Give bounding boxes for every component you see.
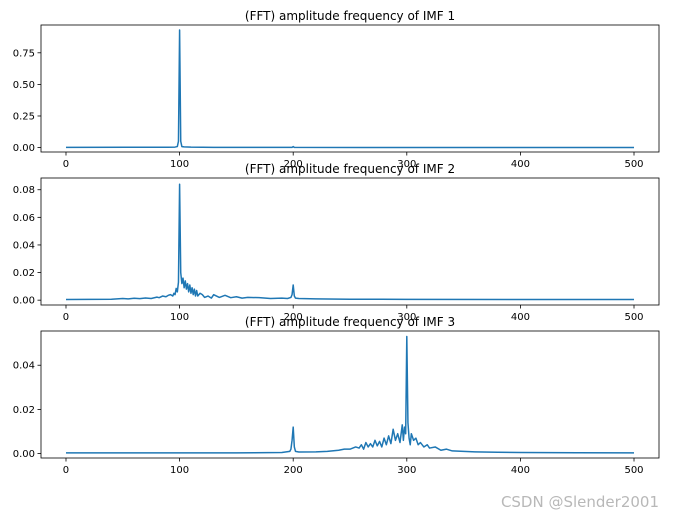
y-tick-label: 0.02 — [13, 405, 35, 416]
axes-frame — [40, 177, 660, 306]
y-tick-label: 0.08 — [13, 185, 35, 196]
subplot-imf-2: 0 100 200 300 400 500 0.00 0.02 0.04 0.06 0.08 (FFT… — [13, 162, 660, 323]
axes-frame — [40, 24, 660, 153]
x-tick-label: 0 — [63, 159, 69, 170]
x-tick-label: 200 — [284, 312, 303, 323]
y-tick-label: 0.02 — [13, 268, 35, 279]
subplot-imf-1: 0 100 200 300 400 500 0.00 0.25 0.50 0.75 (FFT) am… — [13, 9, 660, 170]
x-tick-label: 400 — [511, 159, 530, 170]
y-tick-label: 0.25 — [13, 111, 35, 122]
x-tick-label: 100 — [170, 159, 189, 170]
y-tick-label: 0.06 — [13, 213, 35, 224]
y-tick-label: 0.04 — [13, 240, 35, 251]
chart-title: (FFT) amplitude frequency of IMF 2 — [245, 162, 455, 176]
x-tick-label: 200 — [284, 159, 303, 170]
x-tick-label: 0 — [63, 312, 69, 323]
y-tick-label: 0.04 — [13, 361, 35, 372]
x-tick-label: 0 — [63, 465, 69, 476]
x-tick-label: 400 — [511, 465, 530, 476]
x-tick-label: 300 — [397, 159, 416, 170]
y-tick-label: 0.50 — [13, 80, 35, 91]
subplot-imf-3: 0 100 200 300 400 500 0.00 0.02 0.04 (FFT) amplit… — [13, 315, 660, 476]
chart-title: (FFT) amplitude frequency of IMF 3 — [245, 315, 455, 329]
x-tick-label: 200 — [284, 465, 303, 476]
x-tick-label: 500 — [624, 159, 643, 170]
x-tick-label: 300 — [397, 312, 416, 323]
x-tick-label: 300 — [397, 465, 416, 476]
x-tick-label: 500 — [624, 312, 643, 323]
chart-title: (FFT) amplitude frequency of IMF 1 — [245, 9, 455, 23]
y-tick-label: 0.00 — [13, 449, 35, 460]
y-tick-label: 0.75 — [13, 48, 35, 59]
x-tick-label: 400 — [511, 312, 530, 323]
axes-frame — [40, 330, 660, 459]
x-tick-label: 100 — [170, 465, 189, 476]
series-line-1 — [65, 183, 635, 301]
watermark-text: CSDN @Slender2001 — [500, 493, 659, 511]
y-tick-label: 0.00 — [13, 296, 35, 307]
x-tick-label: 100 — [170, 312, 189, 323]
y-tick-label: 0.00 — [13, 143, 35, 154]
series-line-1 — [65, 335, 635, 454]
x-tick-label: 500 — [624, 465, 643, 476]
series-line-1 — [65, 29, 635, 149]
